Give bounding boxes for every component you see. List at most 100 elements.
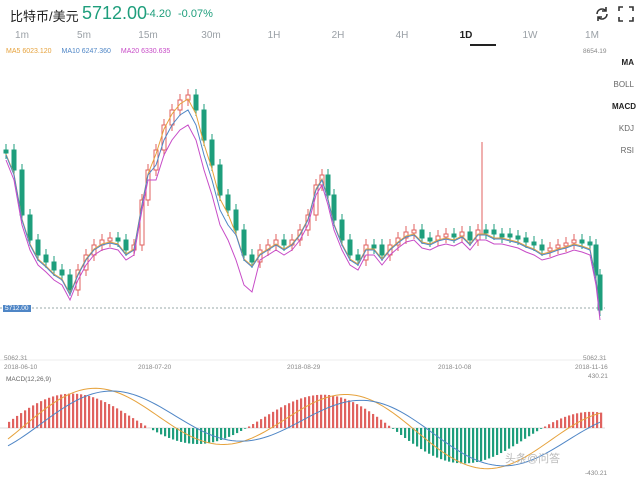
macd-bar	[104, 402, 107, 428]
macd-bar	[144, 425, 147, 428]
candle-body	[249, 254, 255, 263]
candle-body	[123, 239, 129, 251]
macd-bar	[408, 428, 411, 441]
macd-bar	[96, 398, 99, 428]
macd-bar	[268, 414, 271, 428]
macd-bar	[484, 428, 487, 460]
candle-body	[161, 124, 167, 151]
candle-body	[313, 184, 319, 216]
date-label-4: 2018-10-08	[438, 364, 472, 371]
candle-body	[331, 194, 337, 221]
candle-body	[209, 139, 215, 166]
macd-bar	[260, 419, 263, 428]
macd-bar	[224, 428, 227, 439]
macd-bar	[28, 407, 31, 428]
candle-body	[531, 241, 537, 246]
macd-bar	[92, 397, 95, 428]
macd-bar	[24, 410, 27, 428]
date-label-3: 2018-08-29	[287, 364, 321, 371]
macd-bar	[376, 416, 379, 428]
tab-1m[interactable]: 1M	[585, 30, 599, 41]
macd-bar	[340, 397, 343, 428]
tab-1d[interactable]: 1D	[459, 30, 473, 41]
tab-2h[interactable]: 2H	[331, 30, 345, 41]
tab-1h[interactable]: 1H	[267, 30, 281, 41]
indicator-macd[interactable]: MACD	[612, 102, 636, 111]
candle-body	[443, 233, 449, 238]
macd-bar	[300, 398, 303, 428]
macd-bar	[68, 393, 71, 428]
macd-bar	[60, 394, 63, 428]
macd-bar	[512, 428, 515, 447]
macd-bar	[504, 428, 507, 451]
macd-bar	[596, 412, 599, 428]
macd-bar	[172, 428, 175, 440]
candle-body	[499, 233, 505, 238]
candle-body	[483, 229, 489, 234]
macd-bar	[508, 428, 511, 449]
macd-bar	[480, 428, 483, 462]
macd-bar	[412, 428, 415, 444]
indicator-boll[interactable]: BOLL	[613, 80, 634, 89]
tab-30m[interactable]: 30m	[201, 30, 221, 41]
macd-bar	[460, 428, 463, 464]
macd-bar	[108, 404, 111, 428]
price-high-label: 8654.19	[583, 48, 607, 55]
macd-bar	[576, 413, 579, 428]
macd-bar	[216, 428, 219, 442]
macd-bar	[468, 428, 471, 464]
macd-bar	[344, 398, 347, 428]
macd-bar	[304, 397, 307, 428]
timeframe-tabs: 1m 5m 15m 30m 1H 2H 4H 1D 1W 1M	[0, 28, 640, 46]
macd-bar	[168, 428, 171, 438]
macd-bar	[416, 428, 419, 447]
macd-bar	[16, 415, 19, 428]
tab-1w[interactable]: 1W	[522, 30, 538, 41]
macd-bar	[252, 424, 255, 428]
macd-bar	[84, 395, 87, 428]
active-tab-underline	[470, 44, 496, 46]
macd-bar	[536, 428, 539, 432]
macd-bar	[488, 428, 491, 459]
macd-bar	[236, 428, 239, 434]
candle-body	[339, 219, 345, 241]
indicator-kdj[interactable]: KDJ	[618, 124, 634, 133]
tab-15m[interactable]: 15m	[138, 30, 158, 41]
candle-body	[411, 229, 417, 234]
date-label-2: 2018-07-20	[138, 364, 172, 371]
fullscreen-icon[interactable]	[617, 5, 635, 23]
macd-bar	[164, 428, 167, 437]
macd-bar	[564, 416, 567, 428]
macd-bar	[336, 396, 339, 428]
tab-1m[interactable]: 1m	[15, 30, 29, 41]
macd-bar	[76, 393, 79, 428]
macd-bar	[308, 396, 311, 428]
tab-4h[interactable]: 4H	[395, 30, 409, 41]
tab-5m[interactable]: 5m	[77, 30, 91, 41]
macd-bar	[552, 422, 555, 428]
macd-bar	[8, 421, 11, 428]
candle-body	[3, 149, 9, 154]
candle-body	[325, 174, 331, 196]
macd-bar	[128, 415, 131, 428]
refresh-icon[interactable]	[593, 5, 611, 23]
macd-bar	[400, 428, 403, 435]
macd-bar	[200, 428, 203, 444]
macd-bar	[388, 425, 391, 428]
macd-bar	[140, 423, 143, 428]
candle-body	[593, 244, 599, 276]
macd-bar	[280, 407, 283, 428]
price-change-percent: -0.07%	[178, 8, 213, 20]
candle-body	[419, 229, 425, 239]
price-low-label: 5062.31	[4, 355, 28, 362]
macd-bar	[156, 428, 159, 433]
candle-body	[241, 229, 247, 256]
macd-bar	[420, 428, 423, 450]
candle-body	[491, 229, 497, 235]
indicator-ma[interactable]: MA	[621, 58, 634, 67]
indicator-rsi[interactable]: RSI	[620, 146, 634, 155]
macd-bar	[472, 428, 475, 463]
macd-bar	[136, 420, 139, 428]
header-bar: 比特币/美元 5712.00 -4.20 -0.07%	[0, 0, 640, 28]
macd-bar	[560, 418, 563, 428]
